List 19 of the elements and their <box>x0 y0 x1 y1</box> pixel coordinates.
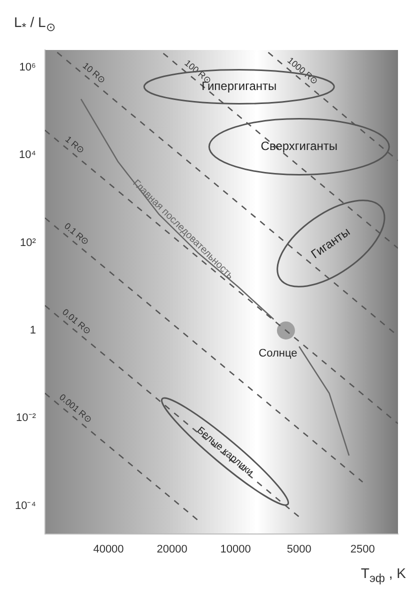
y-tick-label: 10⁶ <box>19 61 36 74</box>
x-tick-label: 5000 <box>286 543 312 556</box>
y-axis-title: L$_{*}$ / L$_{⊙}$ <box>14 14 56 34</box>
text: 10 R⊙ <box>80 60 108 86</box>
text: 0.1 R⊙ <box>62 220 92 248</box>
y-tick-label: 10⁻² <box>16 412 36 424</box>
text: 1 R⊙ <box>63 134 87 156</box>
x-axis-title: T$_{эф}$ , K <box>360 565 406 585</box>
y-tick-label: 1 <box>30 324 36 336</box>
annotation: Солнце <box>258 348 298 360</box>
x-tick-label: 40000 <box>93 543 124 556</box>
x-tick-label: 10000 <box>220 543 251 556</box>
x-tick-label: 2500 <box>350 543 375 556</box>
annotation: Сверхгиганты <box>260 139 338 154</box>
x-tick-label: 20000 <box>156 543 188 556</box>
y-tick-label: 10² <box>20 236 36 249</box>
text: 0.01 R⊙ <box>60 306 94 337</box>
y-tick-label: 10⁴ <box>18 149 36 162</box>
y-tick-label: 10⁻⁴ <box>14 500 36 512</box>
